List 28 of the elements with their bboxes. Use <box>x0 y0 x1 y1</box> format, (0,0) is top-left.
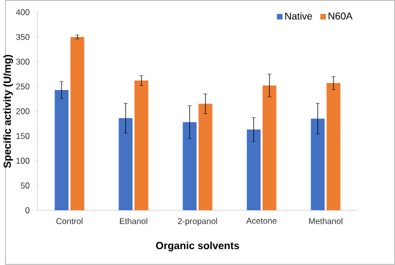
y-tick-label: 0 <box>25 207 30 214</box>
y-tick-label: 250 <box>16 84 30 90</box>
bar <box>118 118 133 210</box>
bar <box>326 83 340 210</box>
legend-label: N60A <box>328 12 353 20</box>
y-tick-label: 100 <box>16 158 30 164</box>
bar <box>70 37 84 210</box>
y-tick-label: 150 <box>16 133 30 140</box>
legend-label: Native <box>285 12 312 20</box>
y-tick-label: 50 <box>20 182 30 189</box>
y-tick-label: 300 <box>16 58 30 65</box>
bar <box>198 104 212 210</box>
bar <box>182 122 197 210</box>
x-tick-label: Control <box>56 218 82 224</box>
x-tick-label: Ethanol <box>120 218 148 224</box>
x-tick-label: 2-propanol <box>178 218 218 226</box>
y-tick-label: 400 <box>16 9 30 16</box>
y-tick-label: 200 <box>16 108 30 114</box>
bar <box>134 80 148 210</box>
bar <box>310 118 325 210</box>
x-tick-label: Methanol <box>309 218 342 224</box>
x-tick-label: Acetone <box>246 218 277 224</box>
bar <box>246 130 261 210</box>
y-axis-title: Specific activity (U/mg) <box>3 54 13 168</box>
bar <box>262 86 276 210</box>
x-axis-title: Organic solvents <box>156 242 240 252</box>
y-tick-label: 350 <box>16 34 30 40</box>
bar <box>54 90 68 210</box>
